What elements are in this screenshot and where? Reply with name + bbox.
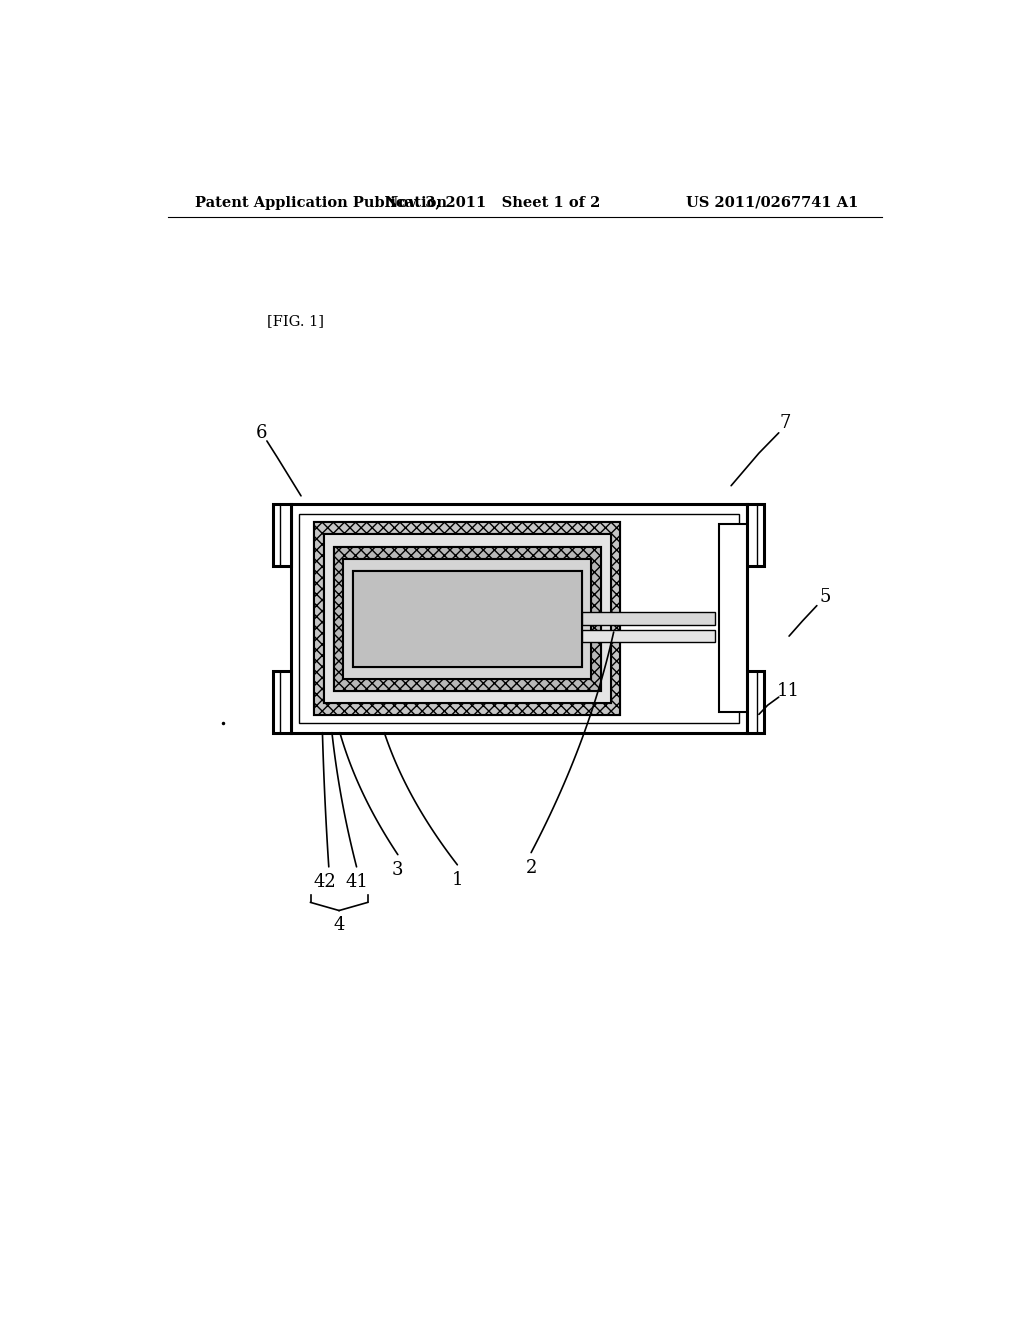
Bar (334, 546, 601, 690)
Text: 7: 7 (779, 413, 791, 432)
Bar (334, 546, 601, 690)
Text: 11: 11 (777, 682, 800, 700)
Bar (746, 504, 758, 566)
Text: Patent Application Publication: Patent Application Publication (196, 195, 447, 210)
Text: 6: 6 (256, 424, 267, 442)
Bar (281, 671, 291, 733)
Text: [FIG. 1]: [FIG. 1] (267, 314, 324, 329)
Bar (314, 523, 620, 715)
Text: US 2011/0267741 A1: US 2011/0267741 A1 (686, 195, 858, 210)
Bar (343, 558, 592, 678)
Text: 41: 41 (345, 873, 368, 891)
Bar (299, 515, 739, 722)
Bar (343, 558, 592, 678)
Bar (746, 504, 765, 566)
Bar (324, 535, 610, 704)
Bar (273, 671, 291, 733)
Bar (281, 504, 291, 566)
Text: 5: 5 (819, 589, 830, 606)
Bar (352, 572, 582, 667)
Text: 1: 1 (452, 871, 463, 890)
Bar (582, 612, 715, 626)
Bar (746, 671, 758, 733)
Text: 42: 42 (313, 873, 336, 891)
Bar (273, 504, 291, 566)
Text: 2: 2 (525, 859, 537, 876)
Text: 3: 3 (392, 861, 403, 879)
Bar (324, 535, 610, 704)
Bar (291, 504, 748, 733)
Bar (352, 572, 582, 667)
Text: Nov. 3, 2011   Sheet 1 of 2: Nov. 3, 2011 Sheet 1 of 2 (385, 195, 601, 210)
Text: 4: 4 (334, 916, 345, 933)
Bar (746, 671, 765, 733)
Bar (582, 631, 715, 642)
Bar (314, 523, 620, 715)
Bar (314, 523, 620, 715)
Bar (719, 524, 748, 713)
